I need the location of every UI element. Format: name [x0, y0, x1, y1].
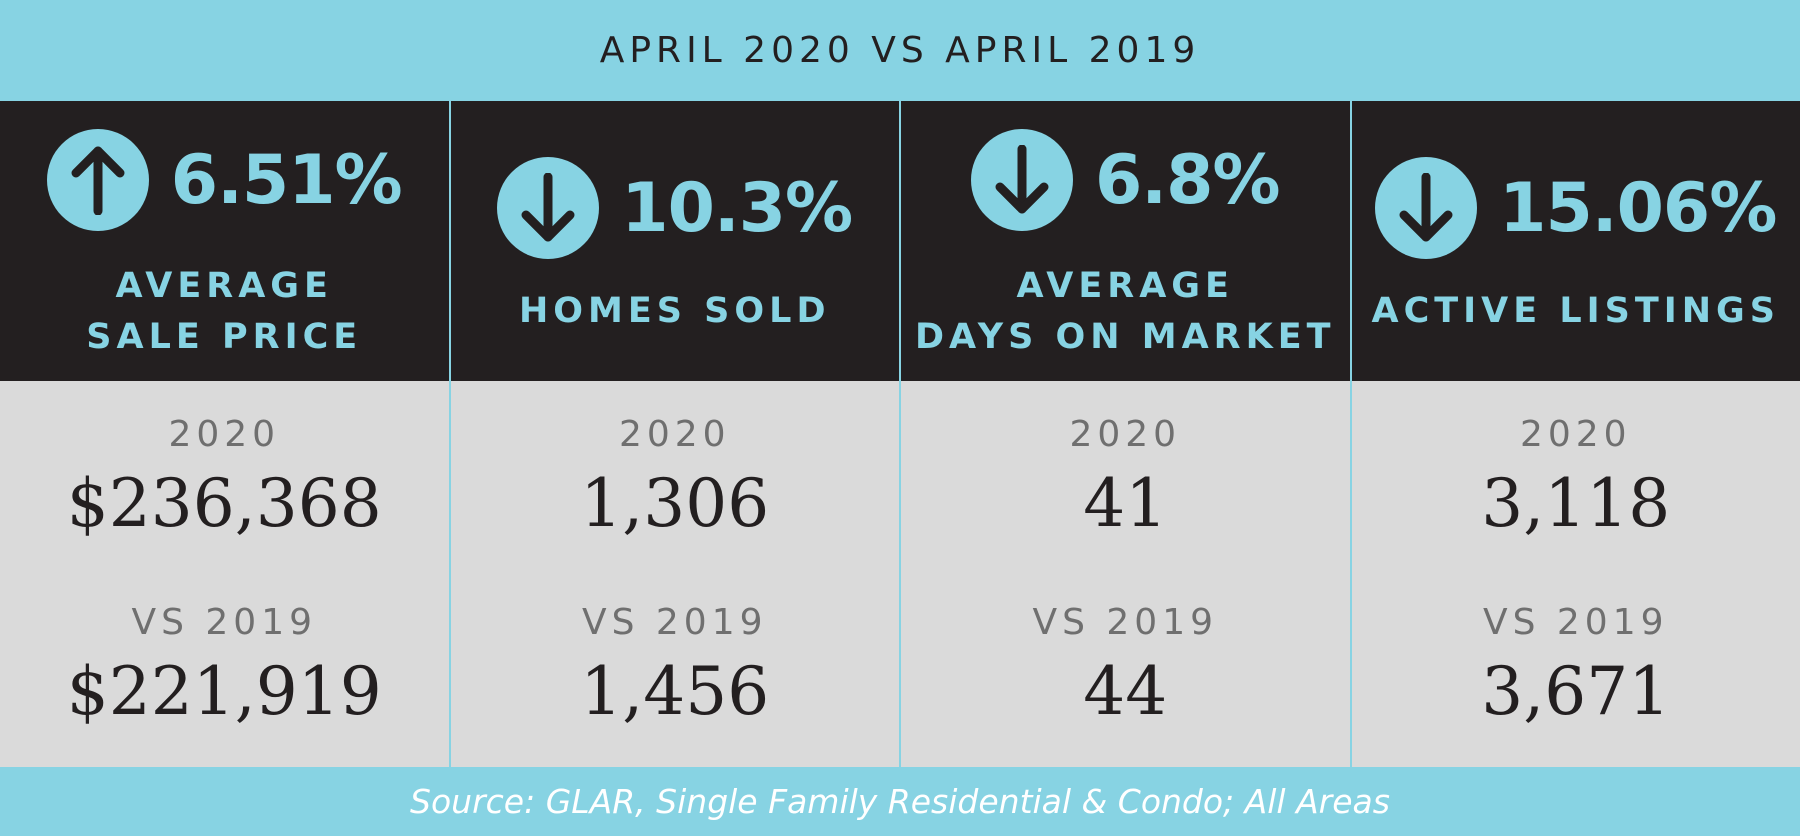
stat-change-row: 10.3%	[451, 157, 900, 259]
stat-change-row: 15.06%	[1352, 157, 1800, 259]
percent-change: 15.06%	[1499, 168, 1777, 248]
stat-header: 6.8% AVERAGE DAYS ON MARKET	[901, 101, 1350, 381]
current-year-label: 2020	[168, 414, 281, 455]
stat-label-line-1: AVERAGE	[115, 266, 333, 306]
arrow-down-icon	[497, 157, 600, 259]
stat-label-line-2: DAYS ON MARKET	[914, 317, 1336, 357]
arrow-down-icon	[970, 129, 1073, 231]
previous-value: 1,456	[580, 653, 770, 730]
stat-change-row: 6.8%	[901, 129, 1350, 231]
previous-value: 44	[1083, 653, 1168, 730]
current-year-label: 2020	[1069, 414, 1182, 455]
stat-column-homes-sold: 10.3% HOMES SOLD 2020 1,306 VS 2019 1,45…	[448, 101, 900, 767]
stat-label-line-1: ACTIVE LISTINGS	[1371, 291, 1780, 331]
stat-comparison: 2020 1,306 VS 2019 1,456	[450, 381, 899, 767]
stat-column-days-on-market: 6.8% AVERAGE DAYS ON MARKET 2020 41 VS 2…	[899, 101, 1350, 767]
previous-year-label: VS 2019	[581, 602, 768, 643]
previous-year-label: VS 2019	[1482, 602, 1669, 643]
stats-grid: 6.51% AVERAGE SALE PRICE 2020 $236,368 V…	[0, 101, 1800, 767]
stat-column-average-sale-price: 6.51% AVERAGE SALE PRICE 2020 $236,368 V…	[0, 101, 449, 767]
stat-comparison: 2020 41 VS 2019 44	[901, 381, 1350, 767]
current-value: $236,368	[66, 465, 382, 542]
previous-year-label: VS 2019	[1032, 602, 1219, 643]
stat-comparison: 2020 $236,368 VS 2019 $221,919	[0, 381, 449, 767]
stat-label-line-2: SALE PRICE	[86, 317, 363, 357]
stat-header: 6.51% AVERAGE SALE PRICE	[0, 101, 449, 381]
current-value: 41	[1083, 465, 1168, 542]
stat-change-row: 6.51%	[0, 129, 449, 231]
stat-column-active-listings: 15.06% ACTIVE LISTINGS 2020 3,118 VS 201…	[1349, 101, 1800, 767]
current-year-label: 2020	[1519, 414, 1632, 455]
previous-value: 3,671	[1481, 653, 1671, 730]
current-value: 3,118	[1481, 465, 1671, 542]
stat-header: 15.06% ACTIVE LISTINGS	[1351, 101, 1800, 381]
page-title: APRIL 2020 VS APRIL 2019	[599, 30, 1201, 71]
previous-value: $221,919	[66, 653, 382, 730]
footer-banner: Source: GLAR, Single Family Residential …	[0, 767, 1800, 836]
header-banner: APRIL 2020 VS APRIL 2019	[0, 0, 1800, 101]
arrow-up-icon	[46, 129, 149, 231]
source-citation: Source: GLAR, Single Family Residential …	[410, 782, 1390, 821]
percent-change: 6.8%	[1094, 140, 1281, 220]
stat-label-line-1: HOMES SOLD	[519, 291, 831, 331]
current-value: 1,306	[580, 465, 770, 542]
current-year-label: 2020	[618, 414, 731, 455]
stat-comparison: 2020 3,118 VS 2019 3,671	[1351, 381, 1800, 767]
percent-change: 6.51%	[170, 140, 403, 220]
percent-change: 10.3%	[621, 168, 853, 248]
stat-header: 10.3% HOMES SOLD	[450, 101, 900, 381]
stat-label-line-1: AVERAGE	[1016, 266, 1234, 306]
arrow-down-icon	[1375, 157, 1478, 259]
previous-year-label: VS 2019	[131, 602, 318, 643]
